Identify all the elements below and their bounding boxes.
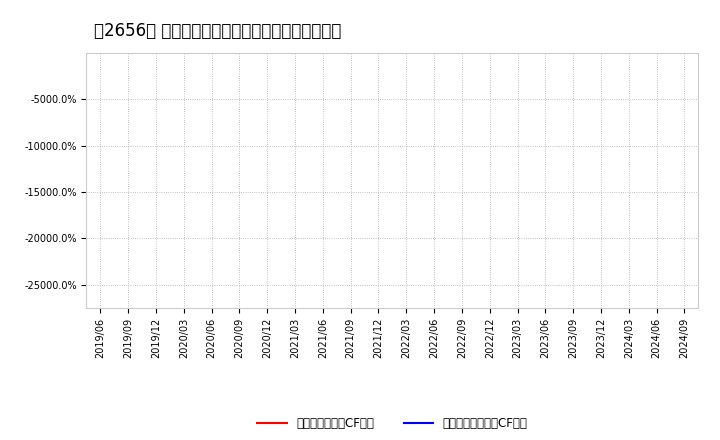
Text: ［2656］ 有利子負債キャッシュフロー比率の推移: ［2656］ 有利子負債キャッシュフロー比率の推移 (94, 22, 341, 40)
Legend: 有利子負債営業CF比率, 有利子負債フリーCF比率: 有利子負債営業CF比率, 有利子負債フリーCF比率 (253, 412, 532, 435)
